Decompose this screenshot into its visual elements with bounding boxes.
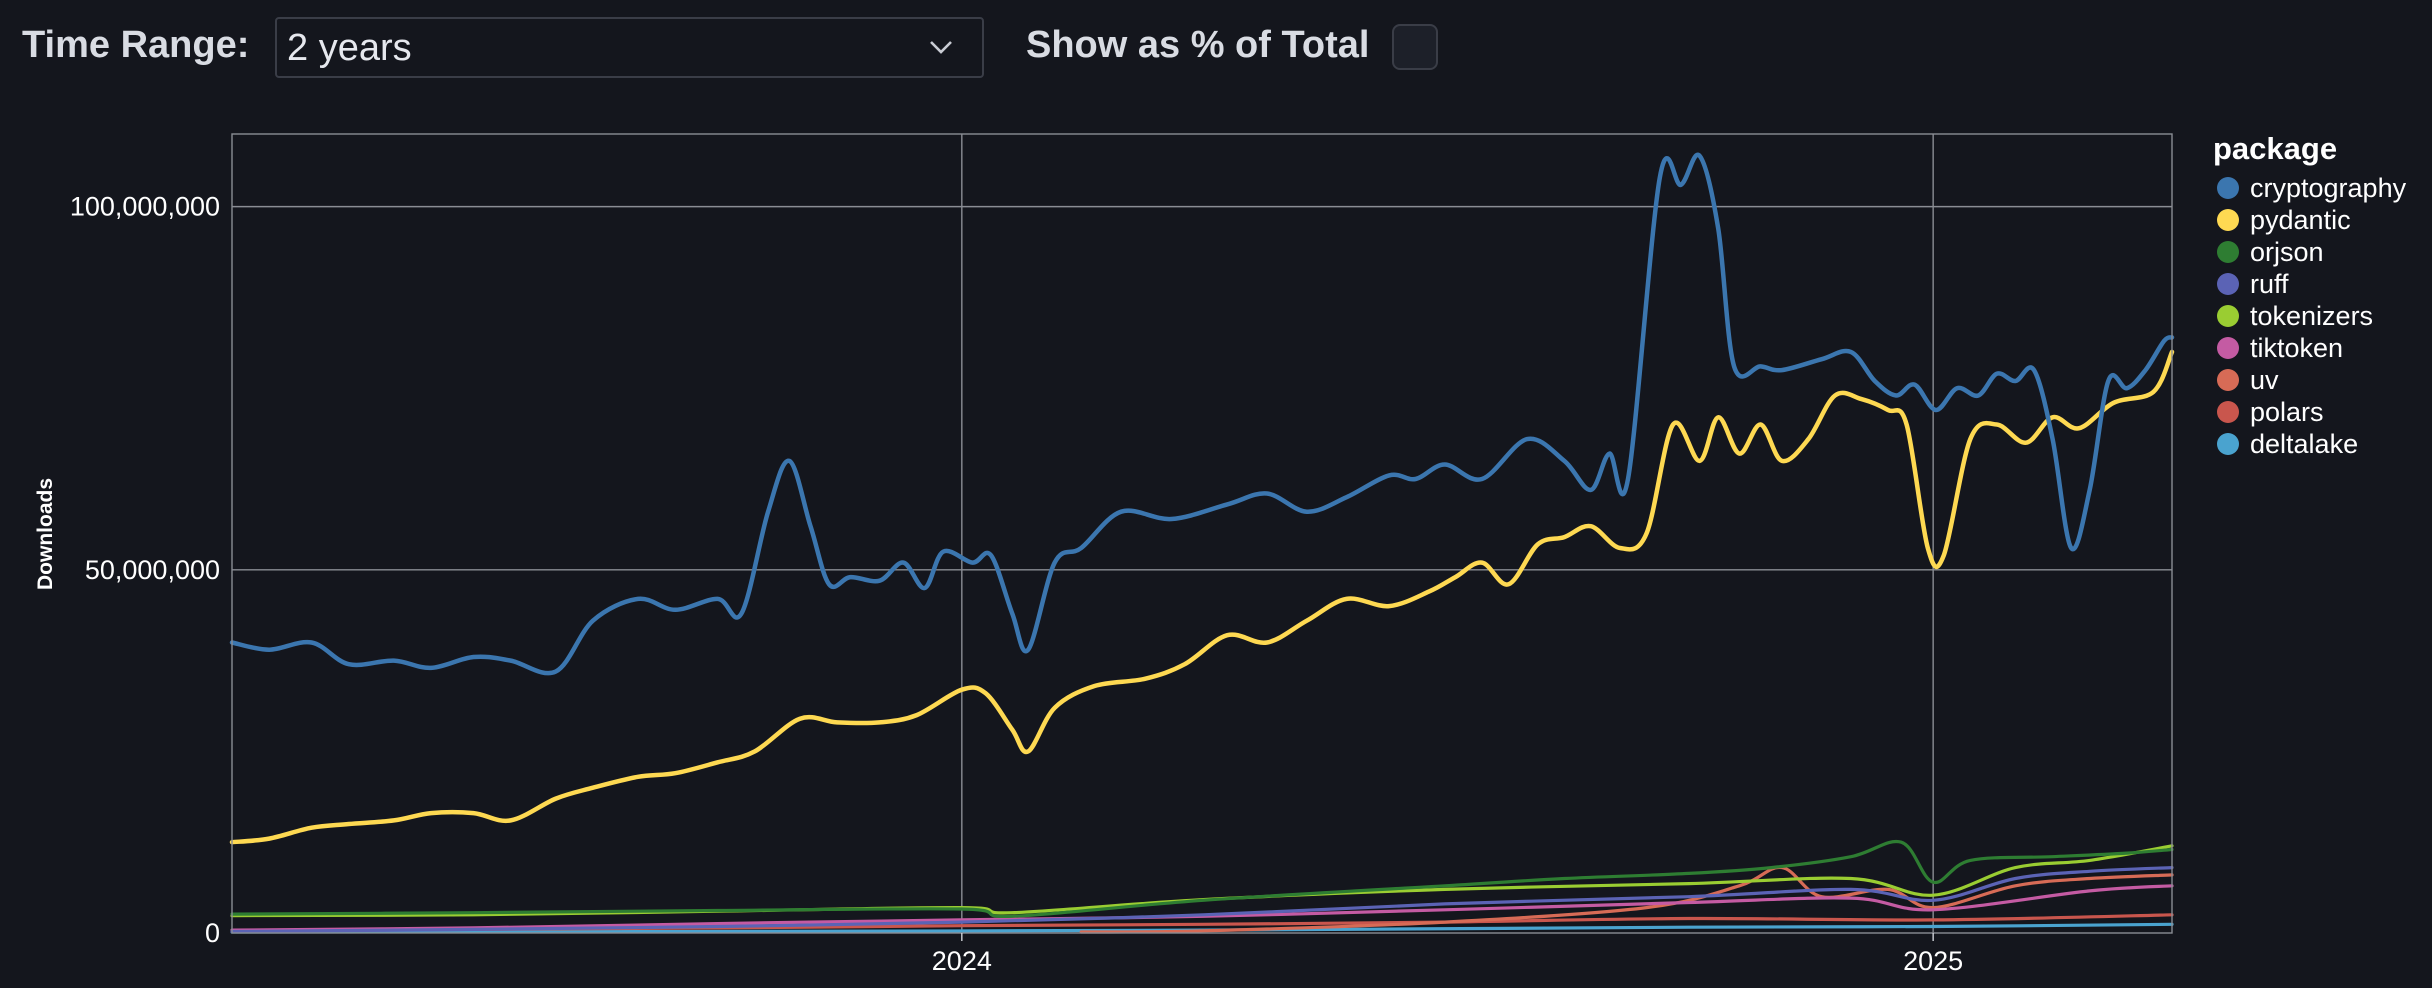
controls-bar: Time Range: 2 years Show as % of Total [0, 0, 2432, 100]
legend-swatch-pydantic [2217, 209, 2239, 231]
legend-label-tokenizers: tokenizers [2250, 301, 2373, 331]
legend-swatch-cryptography [2217, 177, 2239, 199]
legend-label-tiktoken: tiktoken [2250, 333, 2343, 363]
y-tick-label: 100,000,000 [70, 192, 220, 222]
series-line-orjson [230, 839, 2174, 919]
show-pct-label: Show as % of Total [1026, 24, 1370, 66]
x-tick-label: 2025 [1903, 946, 1963, 976]
time-range-value: 2 years [287, 27, 412, 69]
plot-border [231, 133, 2173, 934]
legend-title: package [2213, 131, 2337, 166]
legend-swatch-deltalake [2217, 433, 2239, 455]
legend-label-orjson: orjson [2250, 237, 2324, 267]
y-tick-label: 0 [205, 918, 220, 948]
series-line-deltalake [230, 922, 2174, 934]
y-tick-label: 50,000,000 [85, 555, 220, 585]
legend-label-pydantic: pydantic [2250, 205, 2351, 235]
legend-label-cryptography: cryptography [2250, 173, 2407, 203]
series-lines [229, 152, 2175, 934]
legend-swatch-ruff [2217, 273, 2239, 295]
legend-swatch-tokenizers [2217, 305, 2239, 327]
legend-swatch-polars [2217, 401, 2239, 423]
legend-swatch-orjson [2217, 241, 2239, 263]
legend-label-ruff: ruff [2250, 269, 2289, 299]
show-pct-checkbox[interactable] [1392, 24, 1438, 70]
series-line-cryptography [229, 152, 2175, 676]
chevron-down-icon [930, 41, 952, 54]
series-line-tiktoken [230, 884, 2174, 932]
legend-label-uv: uv [2250, 365, 2279, 395]
time-range-dropdown[interactable]: 2 years [275, 17, 984, 78]
legend-swatch-tiktoken [2217, 337, 2239, 359]
legend: package cryptographypydanticorjsonrufftok… [2213, 131, 2407, 459]
y-axis-title: Downloads [34, 478, 57, 590]
legend-label-deltalake: deltalake [2250, 429, 2358, 459]
series-line-pydantic [229, 349, 2175, 845]
legend-label-polars: polars [2250, 397, 2324, 427]
x-tick-label: 2024 [932, 946, 992, 976]
series-line-tokenizers [230, 844, 2174, 918]
series-line-ruff [230, 866, 2174, 934]
grid [232, 134, 2172, 933]
axes: 0 50,000,000 100,000,000 2024 2025 Downloads [34, 192, 1963, 976]
legend-swatch-uv [2217, 369, 2239, 391]
time-range-label: Time Range: [22, 24, 250, 66]
plot-frame [231, 133, 2173, 934]
